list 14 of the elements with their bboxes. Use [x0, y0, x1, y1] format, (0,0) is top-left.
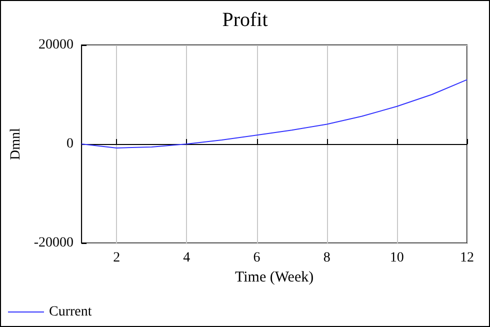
x-tick-label: 2 [113, 250, 120, 266]
line-series [81, 79, 468, 148]
y-tick-label: 0 [66, 136, 74, 152]
x-axis-title: Time (Week) [234, 269, 314, 286]
y-axis-title: Dmnl [8, 128, 24, 160]
x-tick-label: 12 [460, 250, 474, 266]
x-tick-label: 8 [323, 250, 330, 266]
x-tick-label: 4 [183, 250, 190, 266]
legend-label: Current [49, 304, 92, 320]
y-tick-label: 20000 [38, 38, 74, 52]
chart-title: Profit [222, 9, 268, 31]
x-tick-label: 10 [390, 250, 404, 266]
x-tick-label: 6 [253, 250, 260, 266]
y-tick-label: -20000 [34, 236, 74, 250]
